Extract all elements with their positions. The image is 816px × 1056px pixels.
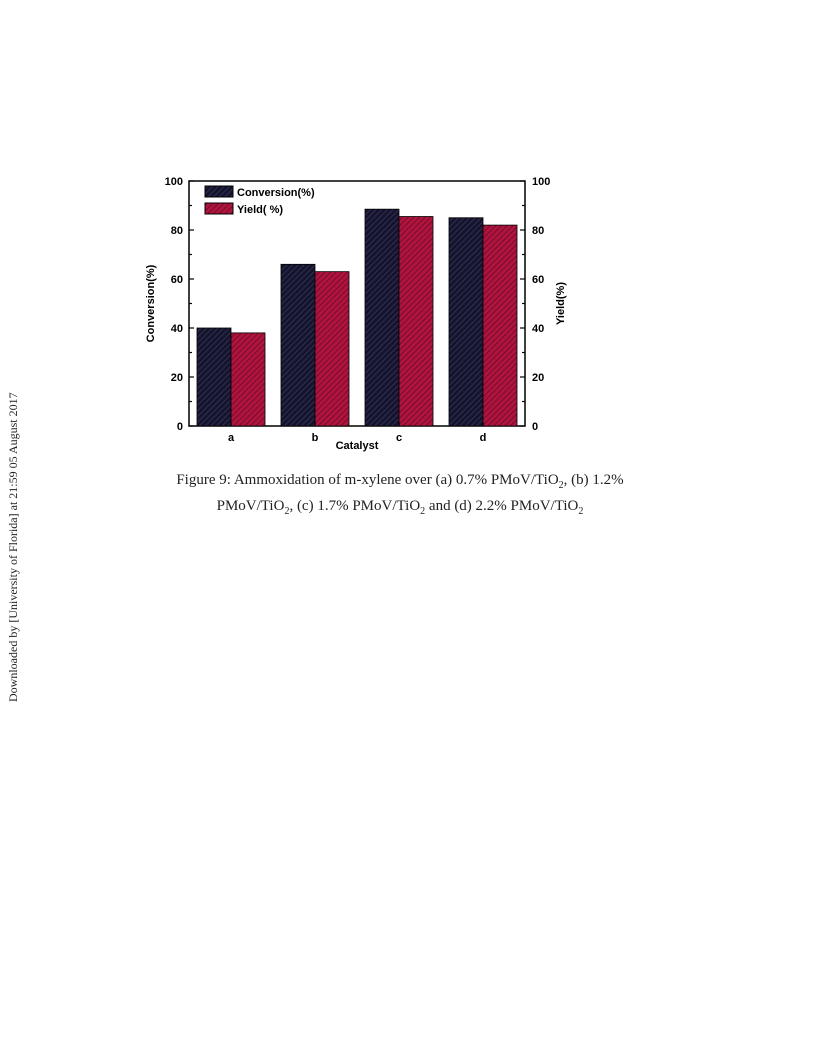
y2-tick-label: 20 [532,372,544,384]
bar-conversion-a [196,327,232,427]
bar-yield-a [230,332,266,427]
bar-conversion-b [280,263,316,427]
figure-caption: Figure 9: Ammoxidation of m-xylene over … [120,470,680,522]
x-tick-label-a: a [228,432,235,444]
caption-subscript: 2 [558,480,564,491]
bar-yield-d [482,224,518,427]
y2-tick-label: 60 [532,274,544,286]
caption-subscript: 2 [578,506,584,517]
right-y-axis: 0 20 40 60 80 100 [520,176,550,433]
x-tick-label-d: d [480,432,487,444]
y-tick-label: 100 [165,176,183,188]
legend-label-yield: Yield( %) [237,204,283,216]
bar-yield-c [398,216,434,427]
bar-conversion-c [364,208,400,427]
legend-swatch-conversion [204,185,234,198]
caption-text: , (c) 1.7% PMoV/TiO [289,498,421,514]
y2-tick-label: 0 [532,421,538,433]
y2-tick-label: 80 [532,225,544,237]
y-tick-label: 0 [177,421,183,433]
bars-group [196,208,518,427]
caption-text: PMoV/TiO [216,498,285,514]
caption-subscript: 2 [284,506,290,517]
y-axis-title: Conversion(%) [145,264,157,342]
y2-axis-title: Yield(%) [555,282,567,325]
legend-swatch-yield [204,202,234,215]
legend: Conversion(%) Yield( %) [204,185,315,216]
caption-text: Ammoxidation of m-xylene over (a) 0.7% P… [230,472,559,488]
x-tick-label-c: c [396,432,402,444]
chart-container: 0 20 40 60 80 100 0 20 40 60 80 100 a b c d Conversio… [140,168,576,458]
y-tick-label: 60 [171,274,183,286]
y2-tick-label: 40 [532,323,544,335]
download-notice: Downloaded by [University of Florida] at… [6,392,20,702]
bar-yield-b [314,271,350,427]
y2-tick-label: 100 [532,176,550,188]
x-axis-title: Catalyst [336,440,379,452]
bar-chart: 0 20 40 60 80 100 0 20 40 60 80 100 a b c d Conversio… [145,176,567,452]
x-tick-label-b: b [312,432,319,444]
caption-label: Figure 9: [176,472,231,488]
caption-text: , (b) 1.2% [563,472,624,488]
y-tick-label: 40 [171,323,183,335]
y-tick-label: 20 [171,372,183,384]
bar-conversion-d [448,217,484,427]
legend-label-conversion: Conversion(%) [237,187,315,199]
caption-text: and (d) 2.2% PMoV/TiO [425,498,579,514]
caption-subscript: 2 [420,506,426,517]
left-y-axis: 0 20 40 60 80 100 [165,176,194,433]
y-tick-label: 80 [171,225,183,237]
x-axis: a b c d [228,422,486,444]
